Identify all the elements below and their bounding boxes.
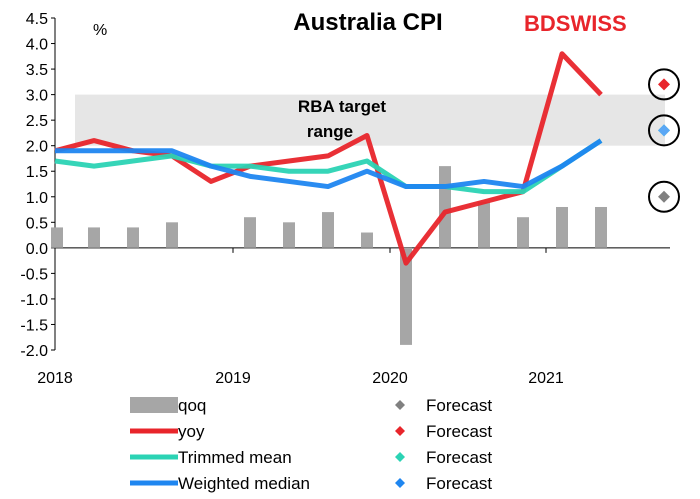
y-tick-label: -0.5 bbox=[20, 266, 48, 283]
qoq-forecast-circle bbox=[648, 180, 680, 213]
x-tick-label: 2020 bbox=[372, 370, 408, 387]
legend-forecast-label-trimmed-mean: Forecast bbox=[426, 448, 492, 467]
x-tick-label: 2018 bbox=[37, 370, 73, 387]
brand-text: BDSWISS bbox=[524, 11, 627, 36]
y-tick-label: -1.5 bbox=[20, 317, 48, 334]
legend-forecast-label-qoq: Forecast bbox=[426, 396, 492, 415]
y-tick-label: 3.0 bbox=[26, 88, 48, 105]
qoq-bar bbox=[517, 217, 529, 248]
qoq-bar bbox=[400, 247, 412, 345]
y-tick-label: 2.0 bbox=[26, 139, 48, 156]
legend-label-yoy: yoy bbox=[178, 422, 205, 441]
y-tick-label: 1.0 bbox=[26, 190, 48, 207]
yoy-forecast-circle bbox=[648, 68, 680, 101]
weighted-median-line bbox=[55, 138, 603, 190]
x-tick-label: 2021 bbox=[528, 370, 564, 387]
legend-label-trimmed-mean: Trimmed mean bbox=[178, 448, 292, 467]
legend-label-qoq: qoq bbox=[178, 396, 206, 415]
legend-swatch-qoq bbox=[130, 397, 178, 413]
annotation-line-1: RBA target bbox=[298, 97, 386, 116]
legend-forecast-marker-trimmed-mean bbox=[395, 452, 405, 462]
legend-forecast-marker-qoq bbox=[395, 400, 405, 410]
qoq-bar bbox=[51, 227, 63, 248]
qoq-bar bbox=[595, 206, 607, 248]
annotation-line-2: range bbox=[307, 122, 353, 141]
brand-logo: BDSWISS bbox=[524, 11, 627, 36]
legend-forecast-label-weighted-median: Forecast bbox=[426, 474, 492, 493]
y-tick-label: 3.5 bbox=[26, 62, 48, 79]
brand-suffix: SWISS bbox=[556, 11, 627, 36]
legend-forecast-marker-yoy bbox=[395, 426, 405, 436]
qoq-bar bbox=[88, 227, 100, 248]
qoq-bar bbox=[166, 222, 178, 248]
chart-title: Australia CPI bbox=[293, 9, 442, 36]
weighted-median-forecast-circle bbox=[648, 114, 680, 147]
x-tick-label: 2019 bbox=[215, 370, 251, 387]
y-tick-label: 4.5 bbox=[26, 11, 48, 28]
legend-forecast-marker-weighted-median bbox=[395, 478, 405, 488]
qoq-bar bbox=[283, 222, 295, 248]
brand-prefix: BD bbox=[524, 11, 556, 36]
weighted-median-forecast-marker bbox=[658, 124, 670, 137]
qoq-bar bbox=[127, 227, 139, 248]
qoq-bar bbox=[439, 166, 451, 248]
y-tick-label: 0.0 bbox=[26, 241, 48, 258]
y-tick-label: 2.5 bbox=[26, 113, 48, 130]
qoq-forecast-marker bbox=[658, 190, 670, 203]
unit-label: % bbox=[93, 22, 107, 39]
y-tick-label: -2.0 bbox=[20, 343, 48, 360]
legend-forecast-label-yoy: Forecast bbox=[426, 422, 492, 441]
qoq-bar bbox=[478, 201, 490, 248]
qoq-bar bbox=[322, 212, 334, 248]
y-tick-label: 1.5 bbox=[26, 164, 48, 181]
y-tick-label: 4.0 bbox=[26, 37, 48, 54]
qoq-bar bbox=[244, 217, 256, 248]
legend-label-weighted-median: Weighted median bbox=[178, 474, 310, 493]
y-tick-label: 0.5 bbox=[26, 215, 48, 232]
y-tick-label: -1.0 bbox=[20, 292, 48, 309]
trimmed-mean-line bbox=[54, 138, 603, 195]
qoq-bar bbox=[556, 206, 568, 248]
yoy-forecast-marker bbox=[658, 78, 670, 91]
qoq-bar bbox=[361, 232, 373, 248]
